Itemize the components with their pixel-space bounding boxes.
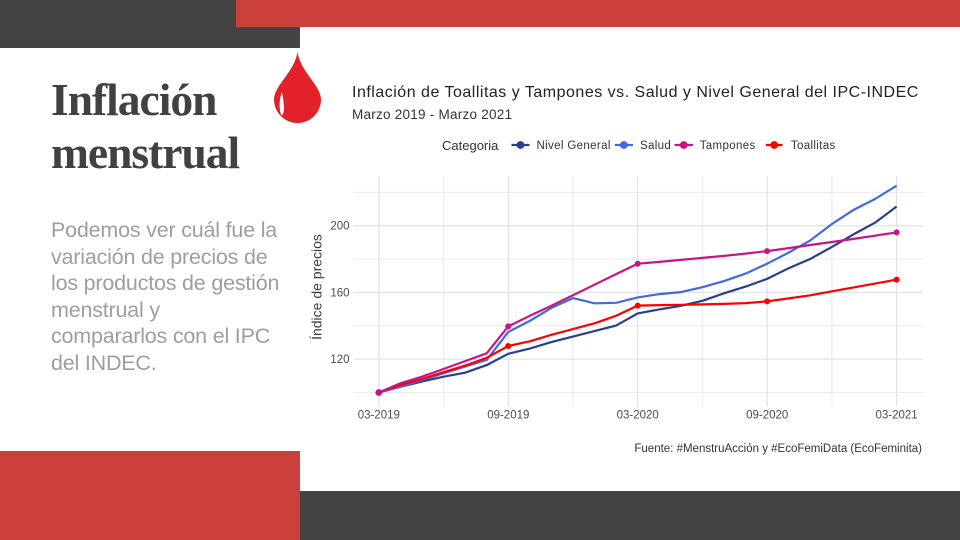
svg-text:200: 200: [330, 221, 349, 233]
svg-text:120: 120: [330, 354, 349, 366]
svg-text:Índice de precios: Índice de precios: [309, 234, 325, 340]
svg-text:09-2020: 09-2020: [746, 410, 788, 422]
svg-text:160: 160: [330, 287, 349, 299]
svg-text:03-2019: 03-2019: [358, 410, 400, 422]
svg-text:09-2019: 09-2019: [487, 410, 529, 422]
svg-text:03-2021: 03-2021: [875, 410, 917, 422]
svg-text:03-2020: 03-2020: [617, 410, 659, 422]
